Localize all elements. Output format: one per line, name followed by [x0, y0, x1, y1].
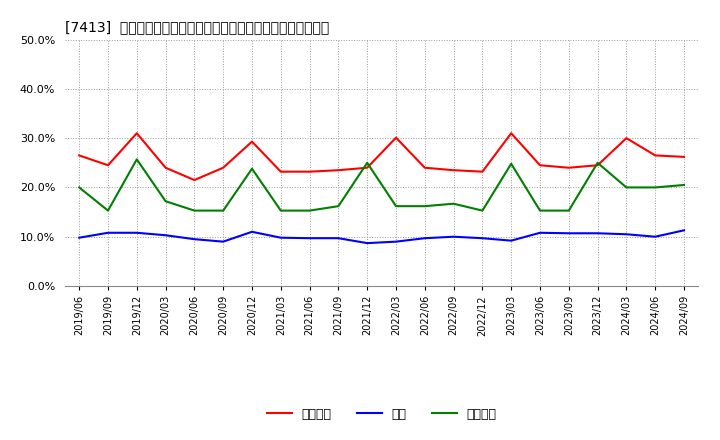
在庫: [75, 235, 84, 240]
在庫: [622, 231, 631, 237]
在庫: [536, 230, 544, 235]
買入債務: [219, 208, 228, 213]
買入債務: [248, 166, 256, 171]
在庫: [420, 235, 429, 241]
買入債務: [593, 160, 602, 165]
在庫: [334, 235, 343, 241]
在庫: [161, 233, 170, 238]
在庫: [478, 235, 487, 241]
買入債務: [161, 198, 170, 204]
売上債権: [132, 131, 141, 136]
売上債権: [651, 153, 660, 158]
買入債務: [564, 208, 573, 213]
買入債務: [132, 157, 141, 162]
買入債務: [305, 208, 314, 213]
売上債権: [363, 165, 372, 170]
買入債務: [190, 208, 199, 213]
在庫: [276, 235, 285, 240]
買入債務: [651, 185, 660, 190]
在庫: [104, 230, 112, 235]
在庫: [449, 234, 458, 239]
売上債権: [478, 169, 487, 174]
買入債務: [536, 208, 544, 213]
買入債務: [622, 185, 631, 190]
買入債務: [507, 161, 516, 166]
売上債権: [219, 165, 228, 170]
Legend: 売上債権, 在庫, 買入債務: 売上債権, 在庫, 買入債務: [261, 403, 502, 426]
買入債務: [75, 185, 84, 190]
在庫: [190, 237, 199, 242]
買入債務: [334, 204, 343, 209]
売上債権: [420, 165, 429, 170]
買入債務: [420, 204, 429, 209]
在庫: [564, 231, 573, 236]
売上債権: [680, 154, 688, 160]
売上債権: [190, 177, 199, 183]
買入債務: [449, 201, 458, 206]
買入債務: [478, 208, 487, 213]
売上債権: [75, 153, 84, 158]
在庫: [363, 241, 372, 246]
Line: 買入債務: 買入債務: [79, 159, 684, 211]
Line: 売上債権: 売上債権: [79, 133, 684, 180]
在庫: [680, 227, 688, 233]
Line: 在庫: 在庫: [79, 230, 684, 243]
売上債権: [449, 168, 458, 173]
在庫: [593, 231, 602, 236]
買入債務: [104, 208, 112, 213]
売上債権: [593, 163, 602, 168]
在庫: [219, 239, 228, 244]
在庫: [305, 235, 314, 241]
買入債務: [363, 160, 372, 165]
買入債務: [392, 204, 400, 209]
買入債務: [680, 182, 688, 187]
売上債権: [622, 136, 631, 141]
売上債権: [334, 168, 343, 173]
売上債権: [276, 169, 285, 174]
在庫: [392, 239, 400, 244]
在庫: [507, 238, 516, 243]
売上債権: [507, 131, 516, 136]
在庫: [132, 230, 141, 235]
売上債権: [104, 163, 112, 168]
売上債権: [305, 169, 314, 174]
在庫: [651, 234, 660, 239]
在庫: [248, 229, 256, 235]
買入債務: [276, 208, 285, 213]
売上債権: [161, 165, 170, 170]
売上債権: [536, 163, 544, 168]
売上債権: [564, 165, 573, 170]
売上債権: [248, 139, 256, 144]
売上債権: [392, 135, 400, 140]
Text: [7413]  売上債権、在庫、買入債務の総資産に対する比率の推移: [7413] 売上債権、在庫、買入債務の総資産に対する比率の推移: [65, 20, 329, 34]
